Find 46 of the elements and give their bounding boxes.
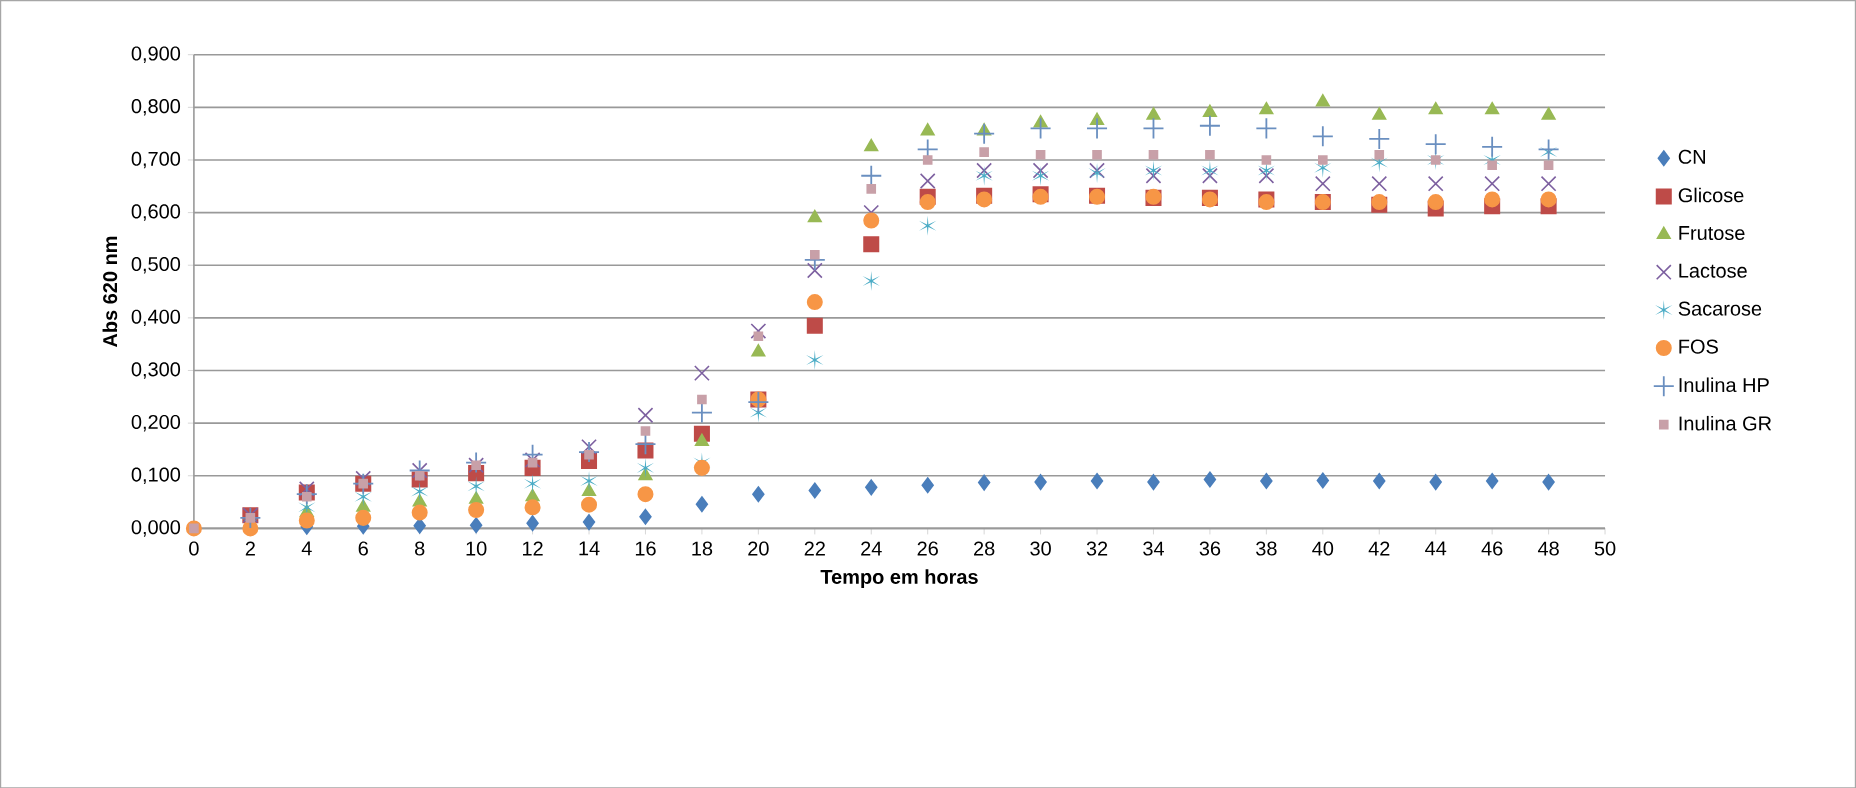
y-tick-label: 0,000 bbox=[131, 519, 181, 537]
x-tick-label: 42 bbox=[1368, 541, 1390, 556]
x-tick-label: 20 bbox=[748, 541, 769, 556]
legend-label: Sacarose bbox=[1678, 301, 1762, 316]
y-tick-label: 0,600 bbox=[131, 204, 181, 221]
x-tick-label: 50 bbox=[1594, 541, 1616, 556]
legend-label: Lactose bbox=[1679, 263, 1747, 278]
y-tick-label: 0,100 bbox=[131, 467, 181, 484]
x-tick-label: 24 bbox=[861, 541, 882, 556]
x-tick-label: 28 bbox=[974, 541, 995, 556]
y-tick-label: 0,200 bbox=[131, 414, 181, 432]
y-tick-label: 0,700 bbox=[131, 151, 181, 169]
x-tick-label: 46 bbox=[1481, 541, 1503, 556]
y-tick-label: 0,300 bbox=[131, 362, 181, 379]
x-tick-label: 38 bbox=[1256, 541, 1277, 556]
x-tick-label: 26 bbox=[917, 541, 938, 556]
x-tick-label: 16 bbox=[635, 541, 656, 556]
y-axis-title: Abs 620 nm bbox=[102, 236, 118, 347]
legend-label: Inulina HP bbox=[1679, 377, 1769, 392]
x-tick-label: 14 bbox=[579, 541, 600, 555]
x-tick-label: 30 bbox=[1030, 541, 1051, 556]
y-tick-label: 0,800 bbox=[131, 98, 181, 116]
x-tick-label: 2 bbox=[245, 541, 255, 556]
x-tick-label: 32 bbox=[1086, 541, 1108, 556]
legend-label: Glicose bbox=[1678, 187, 1744, 203]
x-tick-label: 8 bbox=[415, 541, 425, 556]
y-tick-label: 0,400 bbox=[131, 309, 181, 326]
x-tick-label: 44 bbox=[1425, 541, 1447, 555]
legend-label: Frutose bbox=[1679, 225, 1745, 240]
x-tick-label: 40 bbox=[1312, 541, 1334, 556]
x-tick-label: 4 bbox=[301, 541, 312, 555]
x-tick-label: 34 bbox=[1143, 541, 1164, 556]
x-tick-label: 36 bbox=[1199, 541, 1221, 556]
x-tick-label: 22 bbox=[804, 541, 825, 556]
x-tick-label: 48 bbox=[1537, 541, 1559, 556]
legend-label: Inulina GR bbox=[1679, 415, 1772, 431]
legend-label: FOS bbox=[1679, 339, 1718, 354]
y-tick-label: 0,900 bbox=[131, 46, 181, 63]
y-tick-label: 0,500 bbox=[131, 256, 181, 274]
x-tick-label: 6 bbox=[358, 541, 368, 556]
x-tick-label: 12 bbox=[523, 541, 543, 556]
x-axis-title: Tempo em horas bbox=[820, 569, 978, 588]
x-tick-label: 0 bbox=[189, 541, 199, 556]
x-tick-label: 10 bbox=[466, 541, 487, 556]
x-tick-label: 18 bbox=[692, 541, 713, 556]
legend-label: CN bbox=[1678, 149, 1705, 164]
